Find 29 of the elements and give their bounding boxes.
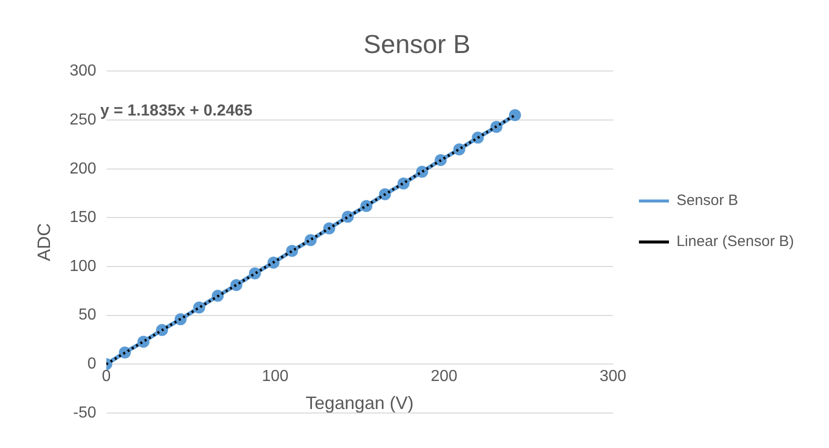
x-tick-label: 0 <box>102 368 111 386</box>
point <box>286 244 298 257</box>
y-tick-label: 150 <box>70 209 96 226</box>
chart-title: Sensor B <box>364 28 470 59</box>
y-tick-label: 200 <box>70 160 96 178</box>
point <box>508 109 521 122</box>
point <box>416 166 428 178</box>
annotation: y = 1.1835x + 0.2465 <box>100 102 253 120</box>
x-tick-label: 200 <box>430 368 458 386</box>
point <box>453 143 466 156</box>
y-tick-label: 250 <box>70 111 96 128</box>
point <box>398 178 410 190</box>
point <box>137 336 150 348</box>
point <box>342 210 354 223</box>
point <box>248 267 261 280</box>
x-tick-label: 100 <box>262 368 289 386</box>
point <box>304 234 317 246</box>
legend-label: Sensor B <box>676 192 738 210</box>
y-tick-label: 100 <box>70 258 96 275</box>
y-tick-label: 300 <box>70 62 96 80</box>
y-axis-title: ADC <box>34 223 54 262</box>
x-axis-title: Tegangan (V) <box>306 393 414 414</box>
y-tick-label: 0 <box>87 356 96 373</box>
x-tick-label: 300 <box>600 368 626 386</box>
point <box>360 200 372 212</box>
point <box>193 302 206 314</box>
legend-label: Linear (Sensor B) <box>676 233 794 250</box>
y-tick-label: -50 <box>73 404 96 422</box>
y-tick-label: 50 <box>78 306 96 324</box>
